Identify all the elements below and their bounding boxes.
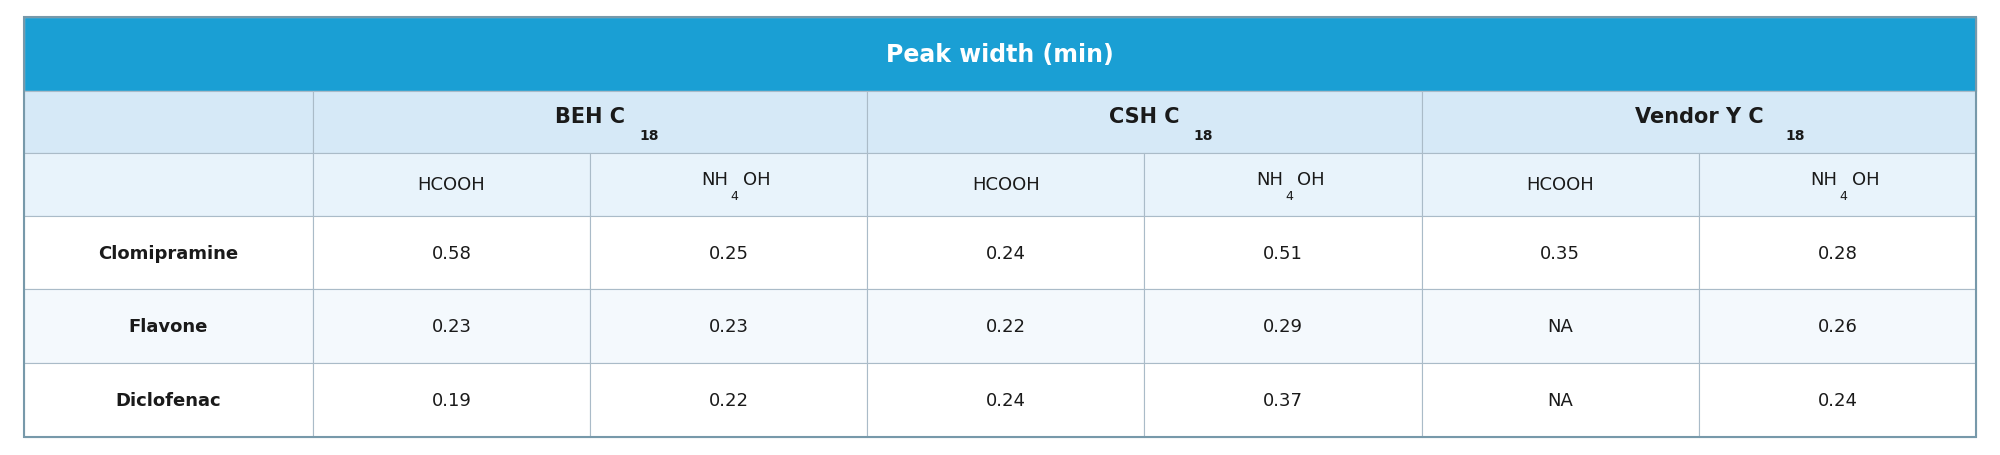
Text: 0.24: 0.24 [1818,391,1858,409]
Bar [868,91,1422,153]
Bar [1698,363,1976,437]
Text: 0.23: 0.23 [708,318,748,335]
Text: 0.25: 0.25 [708,244,748,262]
Bar [1144,290,1422,363]
Bar [24,363,312,437]
Bar [24,91,312,153]
Bar [1422,216,1698,290]
Text: NH: NH [1810,171,1838,189]
Bar [24,216,312,290]
Text: OH: OH [1852,171,1880,189]
Text: Clomipramine: Clomipramine [98,244,238,262]
Text: CSH C: CSH C [1110,106,1180,126]
Text: BEH C: BEH C [556,106,626,126]
Bar [1144,153,1422,216]
Bar [1422,290,1698,363]
Bar [312,153,590,216]
Bar [590,153,868,216]
Text: HCOOH: HCOOH [972,176,1040,194]
Bar [1698,216,1976,290]
Text: HCOOH: HCOOH [418,176,486,194]
Text: Flavone: Flavone [128,318,208,335]
Text: 0.37: 0.37 [1264,391,1304,409]
Text: 18: 18 [1786,128,1806,142]
Bar [24,153,312,216]
Bar [1144,216,1422,290]
Text: 4: 4 [1286,190,1292,203]
Bar [312,216,590,290]
Text: 0.35: 0.35 [1540,244,1580,262]
Text: 0.58: 0.58 [432,244,472,262]
Text: Diclofenac: Diclofenac [116,391,222,409]
Bar [1698,153,1976,216]
Text: NA: NA [1548,318,1574,335]
Text: 0.51: 0.51 [1264,244,1302,262]
Text: NA: NA [1548,391,1574,409]
Text: HCOOH: HCOOH [1526,176,1594,194]
Bar [868,290,1144,363]
Bar [1144,363,1422,437]
Text: 18: 18 [640,128,658,142]
Bar [590,290,868,363]
Bar [24,290,312,363]
Text: 0.29: 0.29 [1264,318,1304,335]
Text: OH: OH [742,171,770,189]
Text: 18: 18 [1194,128,1214,142]
Bar [1422,91,1976,153]
Text: OH: OH [1298,171,1324,189]
Bar [312,91,868,153]
Bar [868,153,1144,216]
Bar [590,363,868,437]
Text: 0.22: 0.22 [708,391,748,409]
Text: 0.28: 0.28 [1818,244,1858,262]
Bar [868,363,1144,437]
Bar [868,216,1144,290]
Bar [1698,290,1976,363]
Bar [590,216,868,290]
Text: 0.22: 0.22 [986,318,1026,335]
Text: 0.24: 0.24 [986,244,1026,262]
Text: 4: 4 [1840,190,1848,203]
Bar [312,290,590,363]
Text: NH: NH [1256,171,1284,189]
Bar [1422,363,1698,437]
Text: NH: NH [702,171,728,189]
Text: 4: 4 [730,190,738,203]
Text: 0.26: 0.26 [1818,318,1858,335]
Bar [312,363,590,437]
Text: 0.19: 0.19 [432,391,472,409]
Bar [24,18,1976,91]
Text: Vendor Y C: Vendor Y C [1634,106,1764,126]
Text: 0.23: 0.23 [432,318,472,335]
Bar [1422,153,1698,216]
Text: 0.24: 0.24 [986,391,1026,409]
Text: Peak width (min): Peak width (min) [886,43,1114,67]
